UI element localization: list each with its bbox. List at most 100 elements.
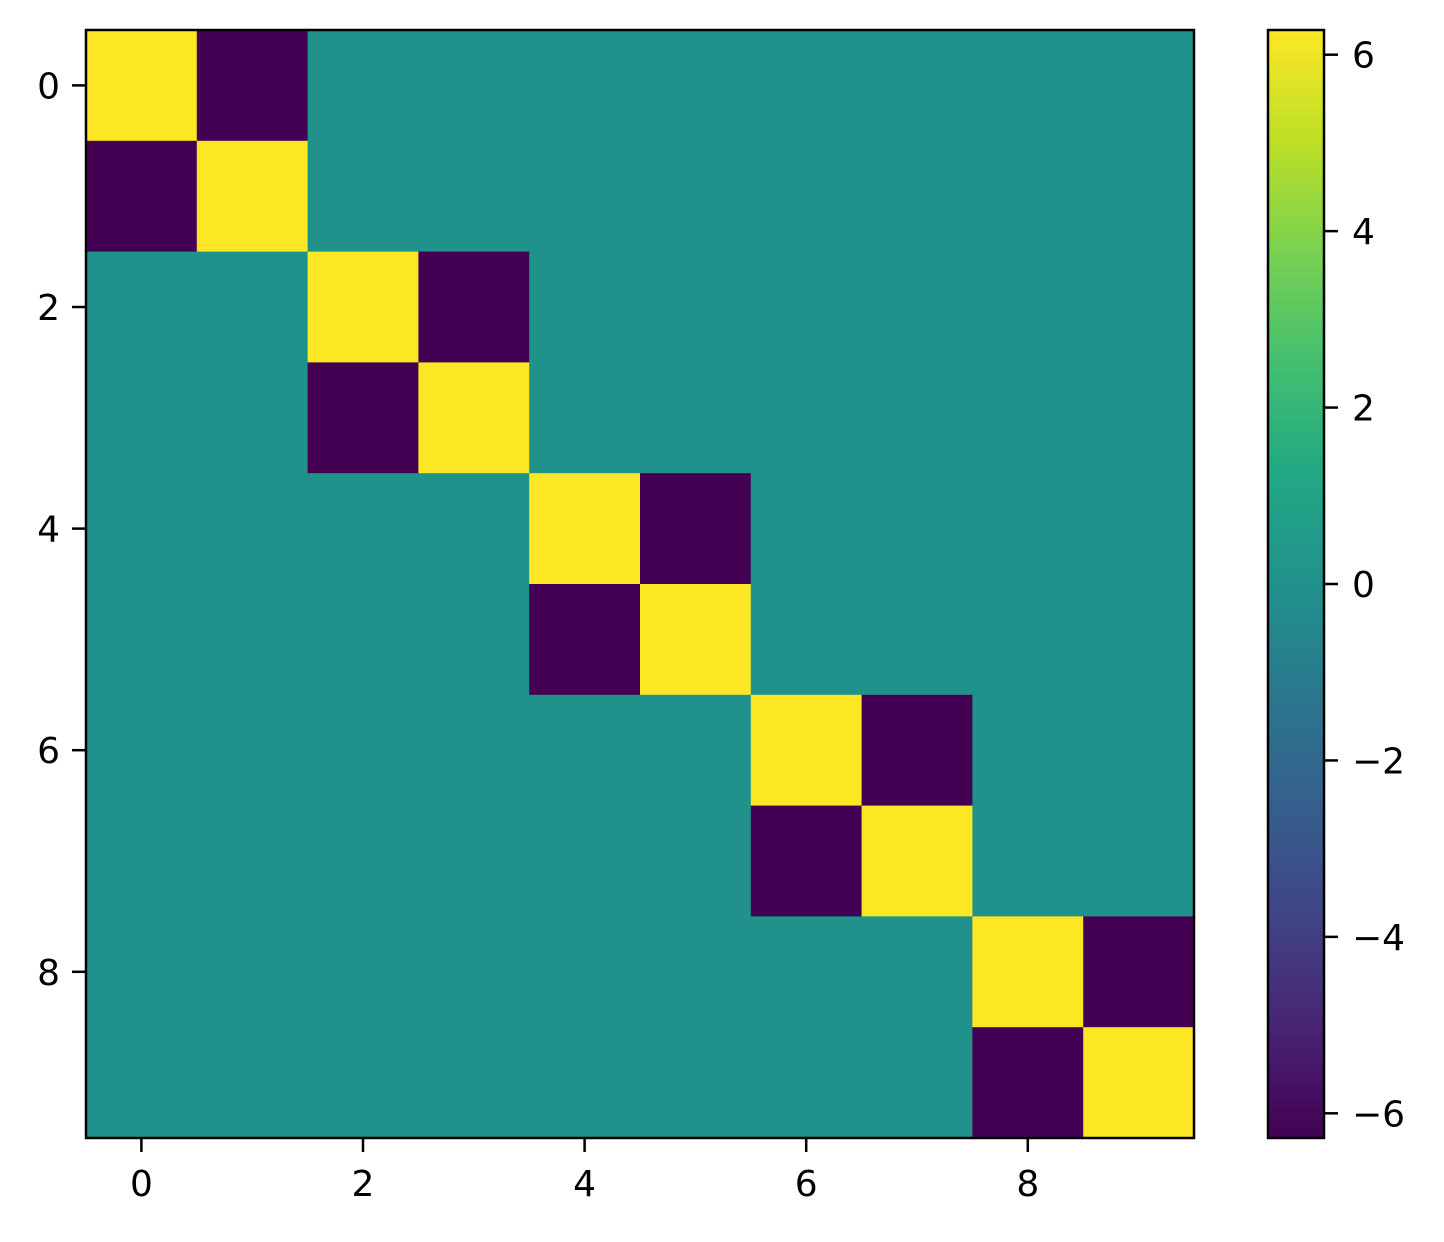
heatmap-cell bbox=[307, 694, 419, 807]
heatmap-cell bbox=[86, 362, 198, 474]
heatmap-cell bbox=[418, 1027, 530, 1139]
heatmap-cell bbox=[529, 1027, 641, 1139]
heatmap-cell bbox=[307, 140, 419, 253]
heatmap-cell bbox=[861, 473, 973, 585]
heatmap-cell bbox=[972, 584, 1084, 696]
heatmap-cell bbox=[86, 473, 198, 585]
heatmap-cell bbox=[307, 916, 419, 1028]
y-tick-label: 8 bbox=[37, 953, 60, 994]
heatmap-cells bbox=[86, 30, 1195, 1139]
heatmap-cell bbox=[972, 1027, 1084, 1139]
heatmap-cell bbox=[861, 1027, 973, 1139]
heatmap-cell bbox=[86, 584, 198, 696]
y-tick-label: 0 bbox=[37, 66, 60, 107]
colorbar-tick-label: −6 bbox=[1352, 1094, 1405, 1135]
y-tick-label: 4 bbox=[37, 510, 60, 551]
heatmap-cell bbox=[86, 916, 198, 1028]
heatmap-cell bbox=[529, 694, 641, 807]
heatmap-cell bbox=[307, 584, 419, 696]
colorbar-gradient bbox=[1268, 30, 1324, 1138]
heatmap-cell bbox=[1083, 694, 1195, 807]
heatmap-cell bbox=[750, 140, 863, 253]
heatmap-cell bbox=[1083, 473, 1195, 585]
y-axis: 0 2 4 6 8 bbox=[37, 66, 86, 994]
heatmap-cell bbox=[86, 140, 198, 253]
colorbar-tick-label: 2 bbox=[1352, 389, 1375, 430]
heatmap-cell bbox=[196, 805, 309, 917]
heatmap-cell bbox=[861, 584, 973, 696]
colorbar-tick-label: −2 bbox=[1352, 741, 1405, 782]
heatmap-cell bbox=[972, 30, 1084, 142]
x-tick-label: 8 bbox=[1016, 1164, 1039, 1205]
heatmap-cell bbox=[86, 30, 198, 142]
colorbar-tick-label: 0 bbox=[1352, 565, 1375, 606]
heatmap-cell bbox=[640, 473, 752, 585]
heatmap-cell bbox=[196, 30, 309, 142]
heatmap-cell bbox=[1083, 1027, 1195, 1139]
heatmap-cell bbox=[750, 916, 863, 1028]
colorbar-tick-label: 6 bbox=[1352, 36, 1375, 77]
heatmap-cell bbox=[750, 473, 863, 585]
heatmap-cell bbox=[972, 362, 1084, 474]
heatmap-cell bbox=[529, 916, 641, 1028]
heatmap-cell bbox=[418, 362, 530, 474]
heatmap-cell bbox=[972, 473, 1084, 585]
heatmap-cell bbox=[529, 140, 641, 253]
y-tick-label: 6 bbox=[37, 731, 60, 772]
heatmap-cell bbox=[307, 251, 419, 363]
heatmap-cell bbox=[418, 805, 530, 917]
heatmap-cell bbox=[972, 694, 1084, 807]
plot-frame bbox=[84, 28, 1196, 1140]
colorbar-tick-label: −4 bbox=[1352, 918, 1405, 959]
heatmap-cell bbox=[750, 694, 863, 807]
heatmap-cell bbox=[640, 251, 752, 363]
heatmap-cell bbox=[307, 30, 419, 142]
heatmap-cell bbox=[640, 1027, 752, 1139]
heatmap-cell bbox=[861, 362, 973, 474]
x-tick-label: 2 bbox=[352, 1164, 375, 1205]
heatmap-cell bbox=[750, 362, 863, 474]
heatmap-cell bbox=[418, 140, 530, 253]
heatmap-cell bbox=[972, 251, 1084, 363]
heatmap-cell bbox=[750, 584, 863, 696]
colorbar: −6 −4 −2 0 2 4 6 bbox=[1266, 28, 1405, 1140]
heatmap-cell bbox=[750, 805, 863, 917]
heatmap-cell bbox=[86, 1027, 198, 1139]
heatmap-cell bbox=[1083, 251, 1195, 363]
heatmap-cell bbox=[418, 30, 530, 142]
heatmap-cell bbox=[972, 140, 1084, 253]
heatmap-cell bbox=[861, 140, 973, 253]
heatmap-cell bbox=[529, 251, 641, 363]
colorbar-ticks: −6 −4 −2 0 2 4 6 bbox=[1324, 36, 1405, 1135]
heatmap-cell bbox=[750, 251, 863, 363]
heatmap-cell bbox=[196, 694, 309, 807]
heatmap-cell bbox=[418, 916, 530, 1028]
heatmap-cell bbox=[86, 251, 198, 363]
heatmap-cell bbox=[750, 30, 863, 142]
heatmap-cell bbox=[640, 694, 752, 807]
heatmap-cell bbox=[418, 694, 530, 807]
heatmap-cell bbox=[861, 805, 973, 917]
heatmap-cell bbox=[1083, 584, 1195, 696]
heatmap-cell bbox=[418, 584, 530, 696]
heatmap-cell bbox=[972, 805, 1084, 917]
heatmap-cell bbox=[640, 584, 752, 696]
heatmap-cell bbox=[861, 694, 973, 807]
heatmap-cell bbox=[196, 916, 309, 1028]
heatmap-cell bbox=[418, 251, 530, 363]
x-tick-label: 0 bbox=[130, 1164, 153, 1205]
heatmap-cell bbox=[861, 916, 973, 1028]
heatmap-cell bbox=[861, 251, 973, 363]
heatmap-cell bbox=[307, 362, 419, 474]
heatmap-cell bbox=[196, 1027, 309, 1139]
heatmap-cell bbox=[529, 805, 641, 917]
x-axis: 0 2 4 6 8 bbox=[130, 1138, 1039, 1205]
y-tick-label: 2 bbox=[37, 288, 60, 329]
heatmap-cell bbox=[196, 584, 309, 696]
heatmap-cell bbox=[1083, 805, 1195, 917]
heatmap-cell bbox=[86, 805, 198, 917]
heatmap-cell bbox=[418, 473, 530, 585]
heatmap-cell bbox=[307, 473, 419, 585]
heatmap-cell bbox=[1083, 30, 1195, 142]
